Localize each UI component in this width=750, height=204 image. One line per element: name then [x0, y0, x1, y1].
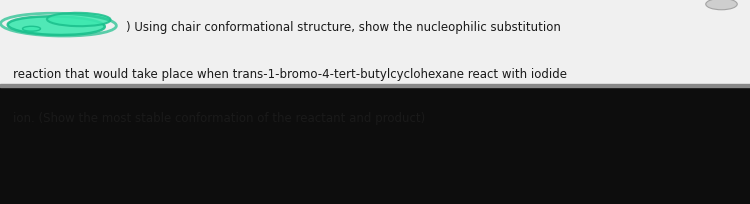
Text: ion. (Show the most stable conformation of the reactant and product): ion. (Show the most stable conformation …	[13, 112, 426, 125]
Text: reaction that would take place when trans-1-bromo-4-tert-butylcyclohexane react : reaction that would take place when tran…	[13, 68, 568, 81]
Bar	[0, 85, 750, 88]
Circle shape	[22, 27, 40, 32]
Text: ) Using chair conformational structure, show the nucleophilic substitution: ) Using chair conformational structure, …	[126, 21, 561, 34]
Ellipse shape	[47, 14, 110, 27]
Bar	[0, 0, 750, 85]
Ellipse shape	[8, 17, 105, 36]
Ellipse shape	[706, 0, 737, 11]
